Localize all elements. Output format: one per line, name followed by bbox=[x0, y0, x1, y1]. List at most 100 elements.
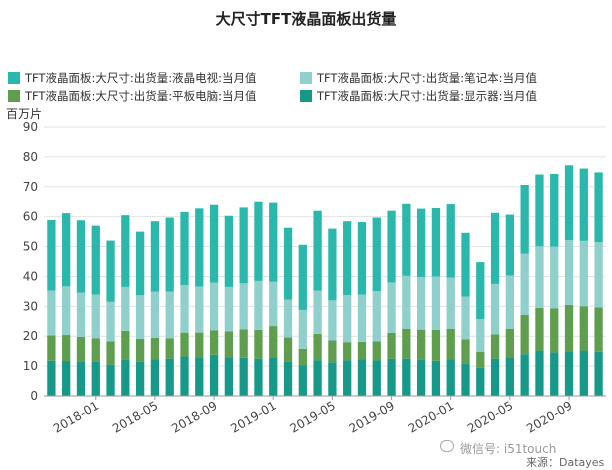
bar-segment bbox=[343, 360, 352, 396]
bar-segment bbox=[150, 338, 160, 360]
bar-segment bbox=[446, 277, 455, 329]
bar-segment bbox=[47, 290, 56, 336]
bar-segment bbox=[269, 357, 278, 396]
legend-label-tv: TFT液晶面板:大尺寸:出货量:液晶电视:当月值 bbox=[25, 71, 257, 85]
bar-segment bbox=[135, 361, 145, 396]
bar-segment bbox=[431, 276, 441, 330]
bar-segment bbox=[180, 211, 189, 286]
x-tick-label: 2018-05 bbox=[110, 398, 160, 435]
bar-segment bbox=[239, 329, 248, 358]
bar-segment bbox=[195, 332, 204, 358]
bar-segment bbox=[520, 315, 529, 355]
bar-segment bbox=[490, 334, 500, 359]
bar-segment bbox=[239, 283, 248, 330]
bar-segment bbox=[150, 291, 160, 339]
bar-segment bbox=[416, 359, 426, 396]
bar-segment bbox=[564, 165, 574, 240]
bar-segment bbox=[431, 329, 441, 361]
bar-segment bbox=[165, 291, 174, 339]
bar-segment bbox=[254, 329, 263, 359]
bar-segment bbox=[328, 300, 337, 341]
bar-segment bbox=[490, 358, 500, 396]
bar-segment bbox=[209, 330, 219, 355]
bar-segment bbox=[180, 285, 189, 333]
bar-segment bbox=[224, 331, 234, 358]
bar-segment bbox=[564, 239, 574, 305]
bar-segment bbox=[195, 357, 204, 396]
bar-segment bbox=[372, 341, 381, 361]
bar-segment bbox=[76, 220, 86, 293]
bar-segment bbox=[165, 358, 174, 396]
bar-segment bbox=[313, 210, 322, 291]
bar-segment bbox=[579, 306, 588, 351]
bar-segment bbox=[150, 221, 160, 292]
bar-segment bbox=[283, 361, 293, 396]
bar-segment bbox=[343, 221, 352, 295]
bar-segment bbox=[283, 299, 293, 338]
bar-segment bbox=[372, 291, 381, 342]
bar-segment bbox=[461, 364, 470, 396]
bar-segment bbox=[505, 328, 515, 358]
bar-segment bbox=[402, 328, 411, 359]
bar-segment bbox=[550, 308, 559, 353]
x-tick-label: 2020-01 bbox=[406, 398, 456, 435]
bar-segment bbox=[106, 364, 115, 396]
bar-segment bbox=[535, 246, 544, 308]
bar-segment bbox=[121, 359, 130, 396]
y-tick-label: 90 bbox=[23, 120, 38, 134]
bar-segment bbox=[461, 232, 470, 297]
bar-segment bbox=[416, 277, 426, 330]
bar-segment bbox=[47, 219, 56, 291]
bar-segment bbox=[505, 275, 515, 329]
bar-segment bbox=[106, 240, 115, 302]
bar-segment bbox=[476, 319, 485, 352]
bar-segment bbox=[121, 286, 130, 331]
bar-segment bbox=[283, 337, 293, 362]
bar-segment bbox=[372, 217, 381, 292]
bar-segment bbox=[328, 340, 337, 363]
bar-segment bbox=[535, 174, 544, 247]
bar-segment bbox=[520, 253, 529, 315]
y-tick-label: 10 bbox=[23, 359, 38, 373]
bar-segment bbox=[505, 214, 515, 276]
bar-segment bbox=[520, 354, 529, 396]
bar-segment bbox=[387, 358, 396, 396]
bar-segment bbox=[357, 359, 367, 396]
bar-segment bbox=[254, 358, 263, 396]
bar-segment bbox=[180, 332, 189, 357]
bar-segment bbox=[550, 246, 559, 309]
bar-segment bbox=[91, 225, 100, 295]
bar-segment bbox=[269, 202, 278, 282]
bar-segment bbox=[209, 204, 219, 283]
bar-segment bbox=[416, 208, 426, 278]
bar-segment bbox=[224, 286, 234, 332]
legend-swatch-monitor bbox=[300, 90, 312, 102]
bar-segment bbox=[579, 350, 588, 396]
y-tick-label: 50 bbox=[23, 240, 38, 254]
bar-segment bbox=[357, 341, 367, 360]
bar-segment bbox=[209, 354, 219, 396]
x-tick-label: 2019-01 bbox=[228, 398, 278, 435]
bar-segment bbox=[135, 338, 145, 362]
y-tick-label: 20 bbox=[23, 329, 38, 343]
legend-swatch-notebook bbox=[300, 72, 312, 84]
legend-item-notebook[interactable]: TFT液晶面板:大尺寸:出货量:笔记本:当月值 bbox=[300, 70, 537, 86]
x-tick-label: 2020-09 bbox=[524, 398, 574, 435]
y-tick-label: 30 bbox=[23, 299, 38, 313]
bar-segment bbox=[461, 296, 470, 340]
legend-item-tablet[interactable]: TFT液晶面板:大尺寸:出货量:平板电脑:当月值 bbox=[8, 88, 256, 104]
legend-label-notebook: TFT液晶面板:大尺寸:出货量:笔记本:当月值 bbox=[317, 71, 537, 85]
bar-segment bbox=[328, 362, 337, 396]
bar-segment bbox=[239, 357, 248, 396]
bar-segment bbox=[298, 244, 307, 310]
bar-segment bbox=[121, 330, 130, 360]
legend-item-monitor[interactable]: TFT液晶面板:大尺寸:出货量:显示器:当月值 bbox=[300, 88, 537, 104]
bar-segment bbox=[313, 333, 322, 361]
bar-segment bbox=[269, 281, 278, 327]
bar-segment bbox=[269, 326, 278, 358]
bar-segment bbox=[476, 367, 485, 396]
legend-item-tv[interactable]: TFT液晶面板:大尺寸:出货量:液晶电视:当月值 bbox=[8, 70, 256, 86]
bar-segment bbox=[195, 286, 204, 333]
legend-swatch-tablet bbox=[8, 90, 20, 102]
